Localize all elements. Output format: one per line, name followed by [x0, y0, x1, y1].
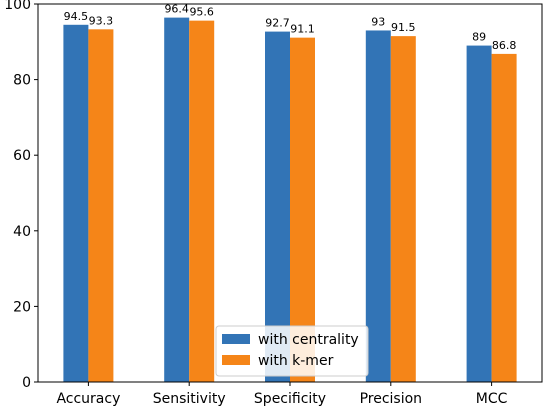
y-tick-label: 100	[4, 0, 31, 13]
bar-centrality	[164, 17, 190, 382]
bar-centrality	[265, 31, 290, 383]
bar-kmer	[189, 20, 215, 383]
x-tick-label: Sensitivity	[153, 391, 226, 407]
legend-swatch-centrality	[222, 334, 250, 344]
bar-value-label: 93.3	[89, 14, 114, 27]
bar-value-label: 93	[371, 15, 385, 28]
y-tick-label: 60	[13, 148, 31, 164]
x-tick-label: Specificity	[254, 391, 326, 407]
y-tick-label: 20	[13, 299, 31, 315]
bar-centrality	[63, 24, 89, 382]
legend-swatch-kmer	[222, 355, 250, 365]
bar-centrality	[466, 45, 492, 383]
legend-box	[215, 325, 369, 377]
legend-label: with centrality	[258, 332, 359, 348]
bar-value-label: 95.6	[189, 6, 214, 19]
bar-value-label: 86.8	[492, 39, 517, 52]
x-tick-label: MCC	[476, 391, 508, 407]
x-axis: Accuracy Sensitivity Specificity Precision M…	[56, 382, 508, 407]
bar-value-label: 91.5	[391, 21, 416, 34]
x-tick-label: Precision	[360, 391, 422, 407]
bar-kmer	[390, 36, 416, 382]
legend: with centrality with k-mer	[215, 325, 369, 377]
bar-value-label: 94.5	[64, 10, 89, 23]
y-tick-label: 0	[22, 375, 31, 391]
data-labels: 94.5 93.3 96.4 95.6 92.7 91.1 93 91.5 89 86.8	[64, 3, 517, 52]
bar-value-label: 92.7	[265, 17, 290, 30]
bar-centrality	[365, 30, 391, 383]
legend-label: with k-mer	[258, 353, 334, 369]
x-tick-label: Accuracy	[56, 391, 120, 407]
y-tick-label: 40	[13, 224, 31, 240]
bar-value-label: 91.1	[290, 23, 315, 36]
y-tick-label: 80	[13, 73, 31, 89]
bar-kmer	[491, 53, 517, 383]
bar-value-label: 89	[472, 31, 486, 44]
bar-kmer	[290, 37, 315, 382]
bar-value-label: 96.4	[164, 3, 189, 16]
bar-kmer	[88, 29, 114, 383]
plot-area	[63, 17, 517, 383]
y-axis: 0 20 40 60 80 100	[4, 0, 38, 391]
